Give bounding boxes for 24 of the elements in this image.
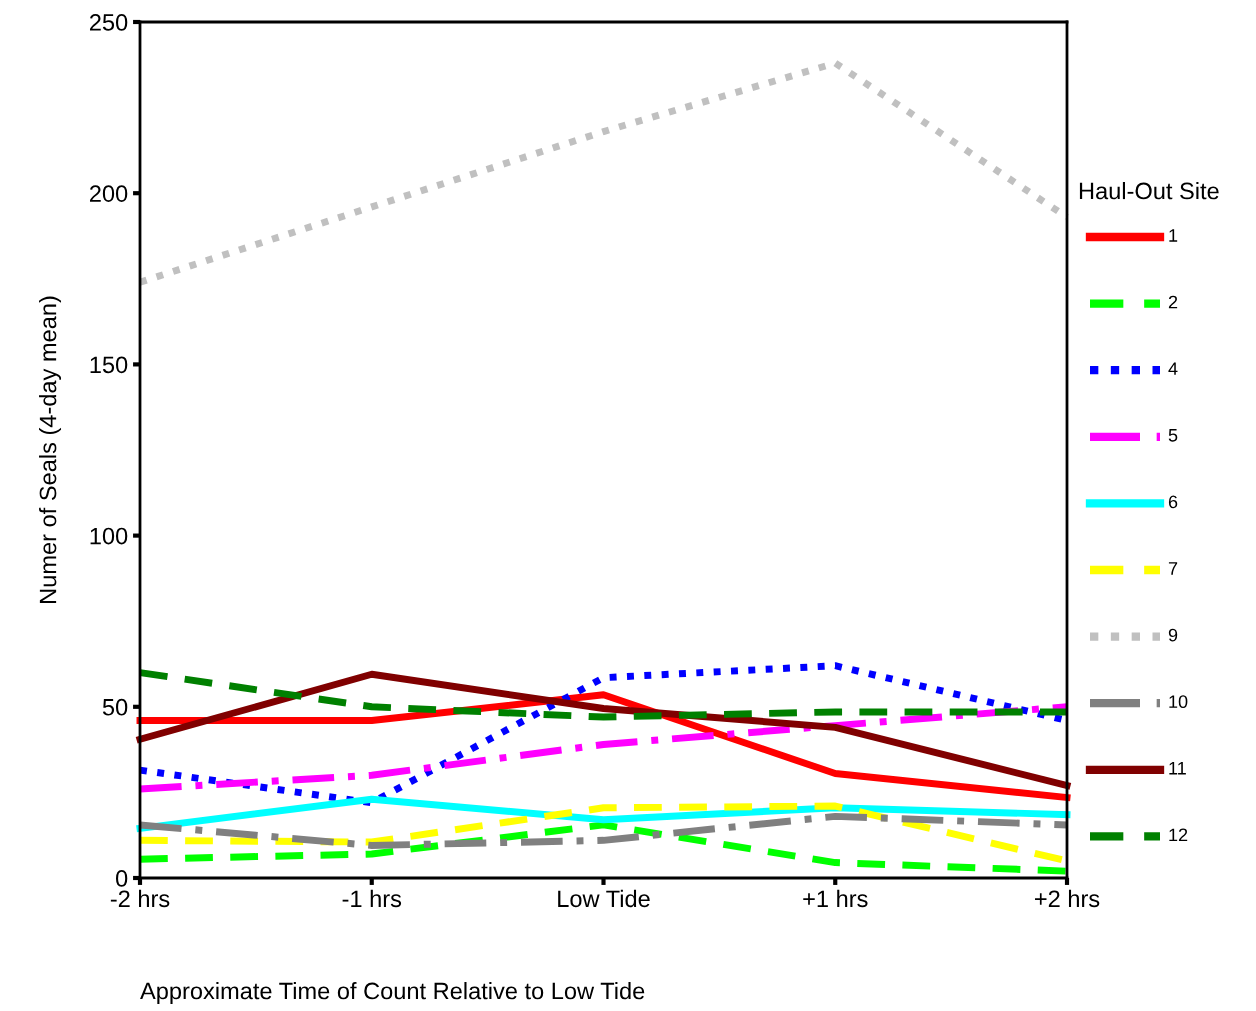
- legend-label: 5: [1168, 429, 1178, 442]
- x-tick-label: -1 hrs: [342, 889, 402, 908]
- y-tick-label: 0: [115, 870, 128, 887]
- legend-title: Haul-Out Site: [1079, 182, 1219, 200]
- y-tick-label: 200: [89, 185, 128, 202]
- legend-label: 9: [1168, 628, 1178, 642]
- y-axis-title: Numer of Seals (4-day mean): [39, 296, 62, 603]
- x-tick-label: Low Tide: [558, 889, 650, 908]
- y-tick-label: 50: [102, 698, 128, 716]
- legend-label: 1: [1169, 229, 1178, 242]
- legend-label: 4: [1168, 362, 1178, 375]
- legend-label: 2: [1168, 295, 1178, 309]
- x-tick-label: +1 hrs: [803, 889, 868, 908]
- y-tick-label: 250: [89, 14, 128, 31]
- x-tick-label: +2 hrs: [1035, 889, 1100, 908]
- y-tick-label: 150: [90, 356, 128, 374]
- legend-label: 12: [1169, 828, 1188, 842]
- x-tick-label: -2 hrs: [110, 889, 170, 908]
- legend-label: 7: [1168, 562, 1178, 575]
- legend-label: 10: [1169, 695, 1188, 709]
- x-axis-title: Approximate Time of Count Relative to Low Tide: [140, 981, 645, 1005]
- legend-label: 6: [1168, 495, 1178, 509]
- legend-label: 11: [1169, 762, 1186, 775]
- y-tick-label: 100: [90, 527, 128, 545]
